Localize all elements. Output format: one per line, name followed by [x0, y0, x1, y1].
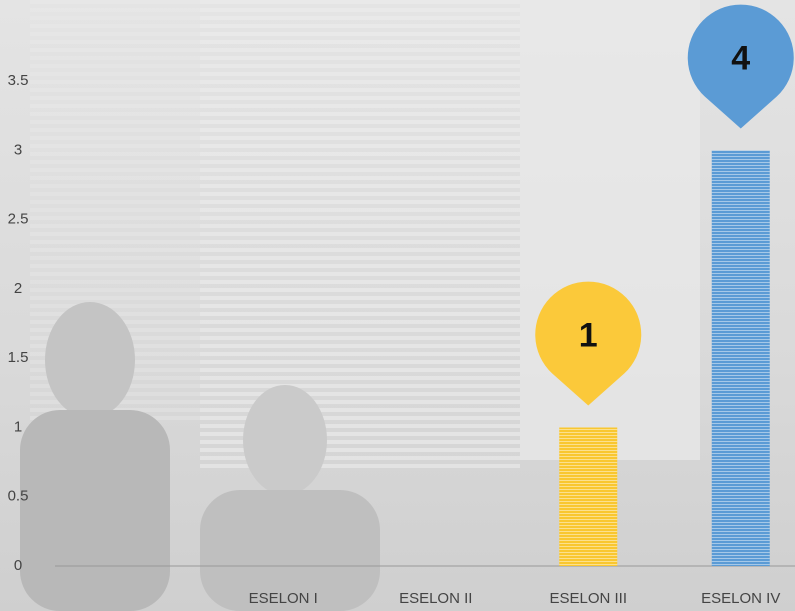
y-tick-label: 3	[14, 141, 22, 158]
y-tick-label: 3.5	[8, 72, 29, 89]
y-tick-label: 0	[14, 557, 22, 574]
building	[520, 0, 700, 460]
person	[45, 302, 135, 418]
x-tick-label: ESELON III	[549, 590, 627, 607]
y-tick-label: 1.5	[8, 349, 29, 366]
y-tick-label: 0.5	[8, 488, 29, 505]
bar-texture	[559, 428, 617, 567]
person	[20, 410, 170, 611]
y-tick-label: 2.5	[8, 211, 29, 228]
x-tick-label: ESELON IV	[701, 590, 780, 607]
person	[243, 385, 327, 495]
x-tick-label: ESELON I	[249, 590, 318, 607]
pin-label: 1	[579, 316, 598, 354]
x-tick-label: ESELON II	[399, 590, 472, 607]
y-tick-label: 2	[14, 280, 22, 297]
chart: 0 0.5 1 1.5 2 2.5 3 3.5 ESELON I ESELON II ESELON …	[0, 0, 795, 611]
bar-texture	[712, 151, 770, 567]
pin-label: 4	[731, 39, 750, 77]
page: 0 0.5 1 1.5 2 2.5 3 3.5 ESELON I ESELON II ESELON …	[0, 0, 795, 611]
building	[200, 0, 520, 470]
y-tick-label: 1	[14, 418, 22, 435]
